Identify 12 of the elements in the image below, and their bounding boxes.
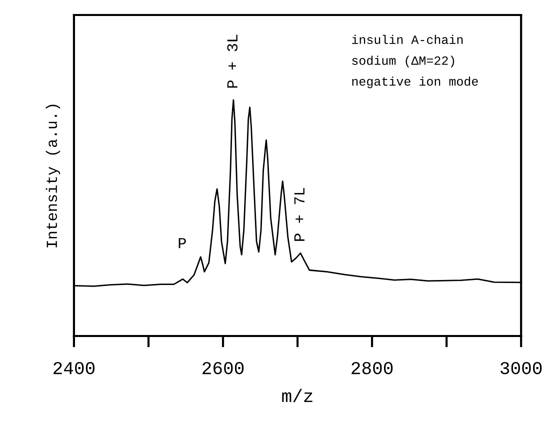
x-tick-label: 2600: [202, 362, 244, 374]
annotation: P: [178, 238, 186, 248]
x-axis-title: m/z: [282, 388, 312, 402]
x-tick-label: 2400: [54, 362, 95, 374]
x-tick-label: 2800: [352, 362, 393, 374]
text: insulin A-chain: [352, 34, 463, 44]
annotation: P + 7L: [294, 188, 304, 241]
y-axis-title: Intensity (a.u.): [46, 104, 60, 248]
text: negative ion mode: [352, 76, 478, 88]
annotation: P + 3L: [227, 34, 238, 88]
text: sodium (ΔM=22): [352, 56, 454, 68]
x-tick-label: 3000: [500, 362, 542, 374]
